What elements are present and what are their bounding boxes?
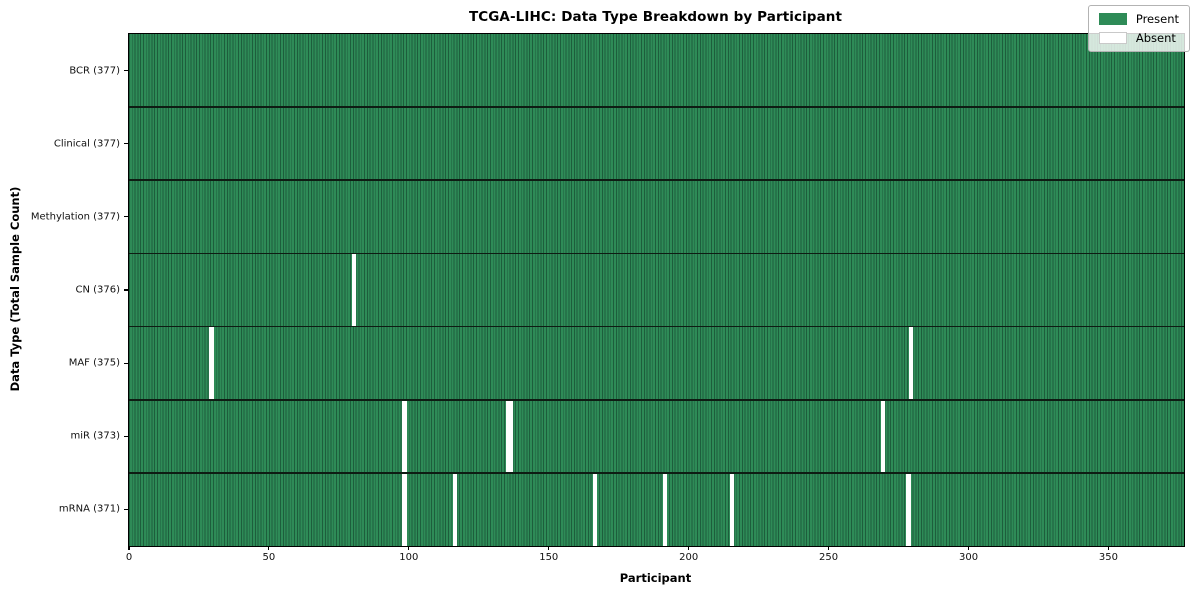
y-tick-label: MAF (375) [68,357,120,369]
y-tick-mark [123,289,128,291]
y-axis-label: Data Type (Total Sample Count) [8,186,22,392]
legend-entry-absent: Absent [1098,31,1179,45]
x-tick-mark [688,546,690,550]
x-tick-label: 100 [399,552,419,563]
absent-cell [209,326,214,400]
absent-cell [592,472,598,546]
x-tick-mark [408,546,410,550]
absent-cell [662,472,668,546]
y-tick-label: BCR (377) [69,65,120,77]
absent-cell [402,399,407,473]
y-tick-label: mRNA (371) [58,503,120,515]
absent-cell [729,472,735,546]
y-tick-label: Methylation (377) [30,211,120,223]
x-tick-mark [967,546,970,550]
y-tick-mark [123,435,128,437]
absent-cell [908,326,914,400]
x-tick-label: 350 [1098,552,1118,563]
legend: Present Absent [1087,5,1190,52]
absent-cell [508,399,514,473]
absent-cell [402,472,407,546]
absent-cell [452,472,458,546]
absent-cell [352,253,357,327]
row-separator [129,252,1184,255]
absent-cell [880,399,886,473]
y-tick-label: Clinical (377) [53,138,120,150]
y-tick-mark [123,70,128,72]
x-tick-mark [268,546,270,550]
row-separator [129,472,1184,474]
x-tick-mark [548,546,550,550]
legend-label-present: Present [1135,12,1179,26]
y-tick-mark [123,143,128,145]
row-separator [129,179,1184,182]
row-separator [129,106,1184,108]
chart-title: TCGA-LIHC: Data Type Breakdown by Partic… [468,9,843,25]
x-tick-label: 150 [539,552,559,563]
x-tick-label: 300 [958,552,979,563]
row-separator [129,325,1184,328]
plot-area: BCR (377) Clinical (377) Methylation (377)… [31,33,1185,563]
y-tick-label: CN (376) [75,284,120,296]
row-separator [129,398,1184,401]
x-tick-label: 200 [679,552,699,563]
absent-cell [505,399,511,473]
x-axis-label: Participant [619,571,692,585]
y-tick-mark [123,216,128,218]
absent-cell [906,472,911,546]
x-tick-mark [1107,546,1109,550]
absent-swatch-icon [1098,32,1127,44]
legend-entry-present: Present [1098,12,1179,26]
y-tick-mark [123,362,128,364]
x-tick-label: 250 [819,552,839,563]
legend-label-absent: Absent [1135,31,1176,45]
present-swatch-icon [1098,13,1127,25]
x-tick-mark [128,546,130,550]
y-tick-label: miR (373) [70,430,120,442]
y-tick-mark [123,508,128,510]
x-tick-label: 0 [125,552,133,563]
x-tick-label: 50 [262,552,276,563]
x-tick-mark [828,546,830,550]
